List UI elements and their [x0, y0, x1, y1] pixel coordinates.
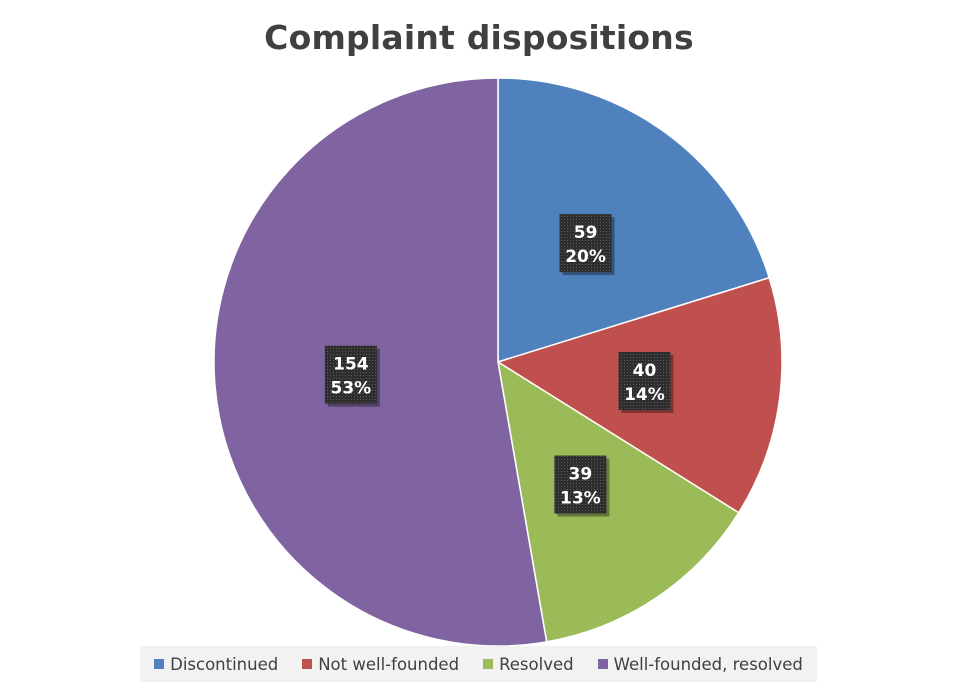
legend-label: Well-founded, resolved: [613, 654, 803, 674]
data-label-percent: 14%: [624, 385, 665, 405]
legend-item: Discontinued: [154, 655, 278, 674]
data-label-percent: 53%: [331, 379, 372, 399]
data-label-percent: 20%: [565, 247, 606, 267]
chart-title: Complaint dispositions: [264, 18, 694, 57]
legend-swatch: [154, 659, 165, 669]
legend-swatch: [483, 659, 494, 669]
data-label-value: 40: [633, 361, 657, 381]
data-label-value: 39: [569, 465, 593, 485]
legend-label: Not well-founded: [318, 654, 460, 674]
pie-slice-well-founded-resolved: [213, 77, 548, 647]
data-label-value: 154: [333, 355, 369, 375]
legend-item: Well-founded, resolved: [597, 654, 803, 674]
legend-label: Resolved: [499, 654, 574, 674]
chart-legend: Discontinued Not well-founded Resolved Well…: [140, 646, 817, 682]
data-label-value: 59: [574, 223, 598, 243]
legend-item: Not well-founded: [302, 655, 459, 674]
legend-item: Resolved: [483, 655, 574, 674]
pie-slice-resolved: [496, 360, 740, 643]
legend-swatch: [597, 659, 608, 669]
legend-swatch: [302, 659, 313, 669]
data-label-percent: 13%: [560, 489, 601, 509]
legend-label: Discontinued: [170, 654, 279, 674]
pie-slice-discontinued: [497, 77, 771, 364]
